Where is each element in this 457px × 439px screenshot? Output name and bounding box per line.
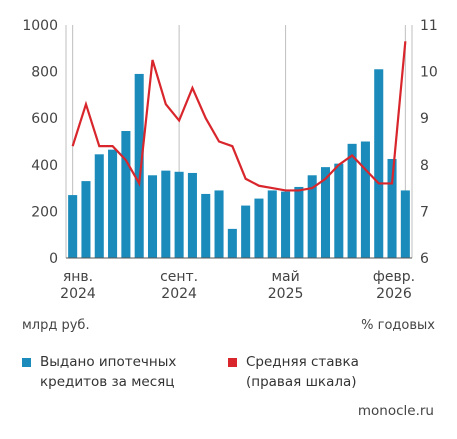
source-label: monocle.ru bbox=[357, 403, 434, 419]
left-axis-unit: млрд руб. bbox=[22, 318, 90, 333]
right-axis-unit: % годовых bbox=[361, 318, 435, 333]
right-axis-ticks: 6 7 8 9 10 11 bbox=[420, 18, 438, 267]
bar-16 bbox=[281, 191, 291, 258]
right-tick-6: 6 bbox=[420, 251, 429, 267]
bar-6 bbox=[147, 175, 158, 258]
bar-11 bbox=[214, 190, 224, 258]
legend-swatch-line bbox=[228, 358, 237, 367]
bar-10 bbox=[201, 193, 211, 258]
x-tick-month-0: янв. bbox=[63, 269, 93, 285]
bar-7 bbox=[161, 170, 171, 259]
bar-3 bbox=[108, 149, 118, 258]
bar-15 bbox=[267, 190, 277, 258]
bar-21 bbox=[347, 143, 357, 258]
left-tick-0: 0 bbox=[49, 251, 58, 267]
x-tick-month-25: февр. bbox=[373, 269, 415, 285]
rate-line bbox=[71, 41, 407, 192]
bars-series bbox=[68, 69, 410, 259]
bar-2 bbox=[94, 154, 104, 258]
right-tick-9: 9 bbox=[420, 111, 429, 127]
right-tick-8: 8 bbox=[420, 158, 429, 174]
bar-14 bbox=[254, 198, 264, 258]
bar-4 bbox=[121, 131, 131, 258]
left-tick-400: 400 bbox=[31, 158, 58, 174]
bar-5 bbox=[134, 73, 144, 259]
bar-17 bbox=[294, 186, 304, 258]
bar-22 bbox=[360, 141, 370, 258]
bar-9 bbox=[187, 172, 197, 258]
right-tick-11: 11 bbox=[420, 18, 438, 34]
right-tick-10: 10 bbox=[420, 65, 438, 81]
grid bbox=[65, 25, 413, 258]
right-tick-7: 7 bbox=[420, 204, 429, 220]
legend-label-line: Средняя ставка (правая шкала) bbox=[246, 354, 359, 390]
bar-13 bbox=[241, 205, 251, 258]
bar-1 bbox=[81, 181, 91, 258]
left-tick-200: 200 bbox=[31, 204, 58, 220]
bar-8 bbox=[174, 171, 184, 258]
x-tick-month-16: май bbox=[271, 269, 299, 285]
left-tick-1000: 1000 bbox=[22, 18, 58, 34]
x-tick-year-8: 2024 bbox=[161, 286, 197, 300]
bar-19 bbox=[320, 167, 331, 258]
x-tick-month-8: сент. bbox=[160, 269, 198, 285]
bar-12 bbox=[227, 228, 237, 259]
x-tick-year-0: 2024 bbox=[60, 286, 96, 300]
bar-23 bbox=[374, 69, 384, 259]
bar-25 bbox=[400, 190, 410, 258]
x-tick-year-16: 2025 bbox=[268, 286, 304, 300]
bar-20 bbox=[334, 163, 344, 258]
legend-label-bars: Выдано ипотечных кредитов за месяц bbox=[40, 354, 177, 390]
left-axis-ticks: 0 200 400 600 800 1000 bbox=[22, 18, 58, 267]
legend-swatch-bars bbox=[22, 358, 31, 367]
bar-24 bbox=[387, 158, 397, 258]
left-tick-800: 800 bbox=[31, 65, 58, 81]
bar-0 bbox=[68, 195, 78, 258]
bar-18 bbox=[307, 175, 317, 258]
x-tick-year-25: 2026 bbox=[376, 286, 412, 300]
left-tick-600: 600 bbox=[31, 111, 58, 127]
